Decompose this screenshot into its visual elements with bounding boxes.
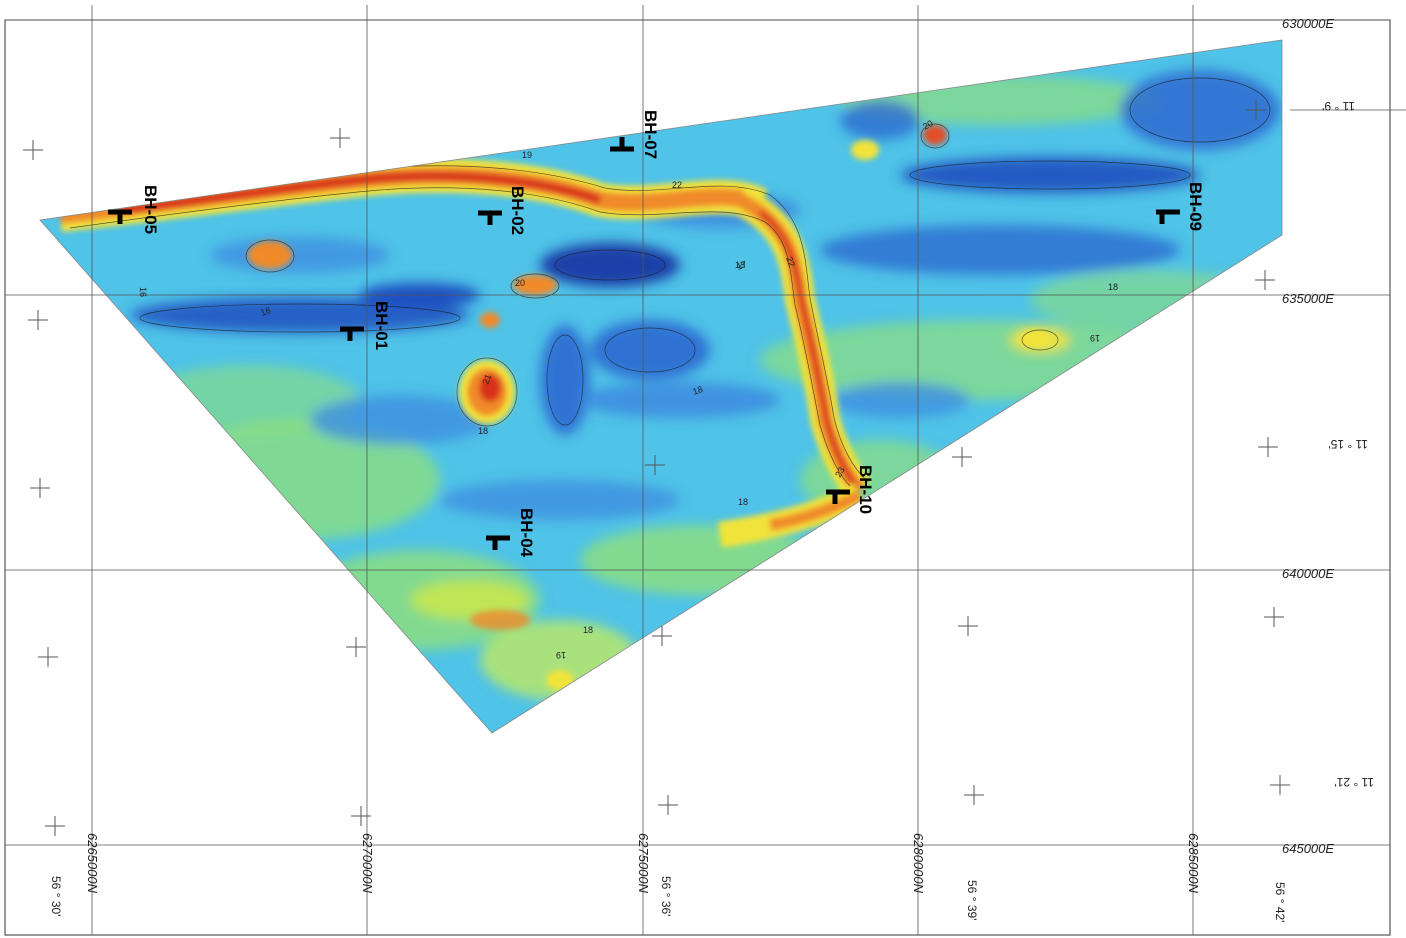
graticule-crosses <box>23 100 1290 836</box>
borehole-bh-05[interactable]: BH-05 <box>108 185 160 234</box>
contour-label: 16 <box>259 305 272 318</box>
contour-label: 22 <box>784 255 797 268</box>
borehole-label: BH-02 <box>508 186 527 235</box>
northing-labels: 6265000N 6270000N 6275000N 6280000N 6285… <box>85 833 1201 894</box>
borehole-label: BH-04 <box>517 508 536 558</box>
borehole-marker-icon <box>610 137 634 152</box>
northing-label: 6265000N <box>85 833 100 894</box>
contour-label: 20 <box>921 118 935 132</box>
easting-label: 640000E <box>1282 566 1334 581</box>
contour-label: 19 <box>556 650 566 660</box>
lon-label: 11 ° 9' <box>1322 99 1355 113</box>
borehole-bh-09[interactable]: BH-09 <box>1156 182 1205 231</box>
contour-label: 18 <box>583 625 593 635</box>
contour-label: 17 <box>735 259 748 272</box>
geo-labels: 11 ° 9' 11 ° 15' 11 ° 21' 56 ° 30' 56 ° … <box>49 99 1374 922</box>
lat-label: 56 ° 42' <box>1273 882 1287 922</box>
borehole-label: BH-01 <box>372 301 391 350</box>
borehole-marker-icon <box>1156 209 1180 224</box>
borehole-bh-02[interactable]: BH-02 <box>478 186 527 235</box>
easting-labels: 630000E 635000E 640000E 645000E <box>1282 16 1334 856</box>
contour-label: 22 <box>672 180 682 190</box>
contour-label: 19 <box>522 150 532 160</box>
contour-label: 18 <box>738 497 748 507</box>
borehole-label: BH-07 <box>641 110 660 159</box>
lat-label: 56 ° 36' <box>659 876 673 916</box>
borehole-marker-icon <box>478 210 502 225</box>
boreholes: BH-05 BH-07 BH-02 BH-01 BH-09 BH-10 BH-0… <box>108 110 1205 558</box>
borehole-marker-icon <box>340 326 364 341</box>
borehole-label: BH-05 <box>141 185 160 234</box>
borehole-label: BH-10 <box>856 465 875 514</box>
northing-label: 6280000N <box>911 833 926 894</box>
contour-label: 23 <box>833 465 847 479</box>
easting-label: 645000E <box>1282 841 1334 856</box>
borehole-label: BH-09 <box>1186 182 1205 231</box>
contour-value-labels: 16 16 17 18 18 18 18 18 18 19 19 19 20 2… <box>138 118 1118 660</box>
contour-label: 18 <box>691 384 704 397</box>
borehole-marker-icon <box>486 535 510 550</box>
contour-label: 18 <box>1108 282 1118 292</box>
borehole-marker-icon <box>826 489 850 504</box>
borehole-bh-10[interactable]: BH-10 <box>826 465 875 514</box>
survey-outline <box>39 39 1283 734</box>
contour-label: 18 <box>735 260 745 270</box>
lat-label: 56 ° 30' <box>49 876 63 916</box>
contour-label: 16 <box>138 287 148 297</box>
northing-label: 6285000N <box>1186 833 1201 894</box>
borehole-marker-icon <box>108 209 132 224</box>
borehole-bh-04[interactable]: BH-04 <box>486 508 536 558</box>
northing-label: 6270000N <box>360 833 375 894</box>
contour-label: 21 <box>480 373 493 386</box>
grid <box>5 5 1406 935</box>
borehole-bh-01[interactable]: BH-01 <box>340 301 391 350</box>
northing-label: 6275000N <box>636 833 651 894</box>
lon-label: 11 ° 21' <box>1334 775 1374 789</box>
easting-label: 630000E <box>1282 16 1334 31</box>
easting-label: 635000E <box>1282 291 1334 306</box>
lat-label: 56 ° 39' <box>965 880 979 920</box>
borehole-bh-07[interactable]: BH-07 <box>610 110 660 159</box>
lon-label: 11 ° 15' <box>1328 437 1368 451</box>
contour-label: 20 <box>515 278 525 288</box>
contour-label: 19 <box>1090 333 1100 343</box>
contour-label: 18 <box>478 426 488 436</box>
